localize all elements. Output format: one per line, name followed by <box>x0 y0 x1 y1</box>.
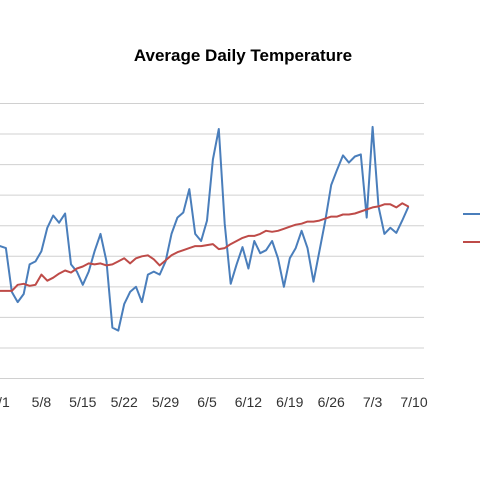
x-tick-label: 6/5 <box>197 394 217 410</box>
x-tick-label: 5/1 <box>0 394 10 410</box>
x-tick-label: 5/8 <box>32 394 52 410</box>
series-line-2 <box>0 202 410 292</box>
series-line-1 <box>0 125 410 332</box>
x-tick-label: 7/10 <box>400 394 427 410</box>
x-tick-label: 5/29 <box>152 394 179 410</box>
x-tick-label: 6/19 <box>276 394 303 410</box>
x-axis: 5/1 5/8 5/15 5/22 5/29 6/5 6/12 6/19 6/26 7/3 7/10 <box>0 394 428 410</box>
x-tick-label: 5/22 <box>111 394 138 410</box>
chart-title: Average Daily Temperature <box>133 46 353 65</box>
gridlines <box>0 103 424 379</box>
x-tick-label: 6/26 <box>318 394 345 410</box>
x-tick-label: 5/15 <box>69 394 96 410</box>
series-layer <box>0 125 410 332</box>
x-tick-label: 6/12 <box>235 394 262 410</box>
x-tick-label: 7/3 <box>363 394 383 410</box>
legend <box>463 213 480 243</box>
